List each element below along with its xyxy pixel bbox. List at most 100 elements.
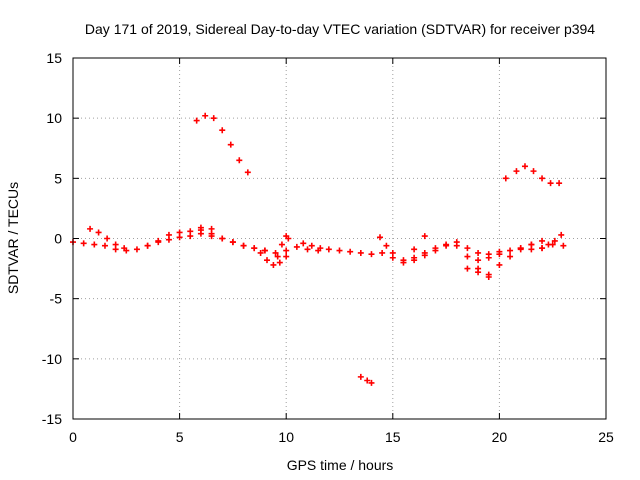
x-tick-label: 5: [176, 429, 184, 445]
data-point: [80, 240, 87, 247]
data-point: [285, 235, 292, 242]
data-point: [208, 230, 215, 237]
data-point: [432, 245, 439, 252]
data-point: [368, 251, 375, 258]
data-point: [283, 253, 290, 260]
data-point: [187, 228, 194, 235]
series-arc-j: [357, 373, 375, 386]
data-point: [304, 246, 311, 253]
data-point: [219, 127, 226, 134]
data-point: [547, 180, 554, 187]
x-tick-label: 25: [598, 429, 614, 445]
data-point: [558, 231, 565, 238]
data-point: [308, 242, 315, 249]
data-point: [197, 227, 204, 234]
series-arc-s: [502, 163, 563, 187]
x-tick-label: 20: [492, 429, 508, 445]
data-point: [272, 249, 279, 256]
y-tick-label: -15: [42, 411, 62, 427]
data-point: [464, 253, 471, 260]
data-point: [276, 259, 283, 266]
data-point: [528, 246, 535, 253]
data-point: [475, 257, 482, 264]
data-point: [274, 253, 281, 260]
series-arc-d: [197, 227, 268, 254]
data-point: [210, 115, 217, 122]
x-tick-label: 15: [385, 429, 401, 445]
data-point: [507, 247, 514, 254]
y-axis-label: SDTVAR / TECUs: [5, 182, 21, 294]
data-point: [443, 241, 450, 248]
data-point: [485, 274, 492, 281]
data-point: [219, 235, 226, 242]
data-point: [317, 245, 324, 252]
data-point: [112, 241, 119, 248]
data-point: [400, 257, 407, 264]
series-arc-r: [539, 231, 565, 252]
data-point: [251, 245, 258, 252]
data-point: [193, 117, 200, 124]
data-point: [530, 168, 537, 175]
data-point: [453, 242, 460, 249]
data-point: [357, 249, 364, 256]
data-point: [261, 247, 268, 254]
plot-frame: [72, 57, 607, 420]
data-point: [507, 253, 514, 260]
y-tick-label: 5: [54, 170, 62, 186]
data-point: [293, 243, 300, 250]
y-tick-label: 10: [46, 110, 62, 126]
y-tick-label: -5: [50, 291, 63, 307]
data-point: [464, 245, 471, 252]
data-point: [421, 233, 428, 240]
x-tick-label: 10: [278, 429, 294, 445]
axis-ticks: 0 5 10 15 20 25 -15 -10 -5 0 5 10 15: [42, 50, 614, 445]
data-point: [545, 241, 552, 248]
series-arc-f: [274, 233, 292, 260]
data-point: [133, 246, 140, 253]
data-point: [270, 261, 277, 268]
data-point: [556, 180, 563, 187]
series-arc-m: [400, 233, 428, 264]
data-point: [539, 237, 546, 244]
data-point: [475, 269, 482, 276]
data-point: [389, 249, 396, 256]
data-point: [325, 246, 332, 253]
data-point: [257, 249, 264, 256]
series-arc-c: [144, 224, 215, 249]
data-point: [244, 169, 251, 176]
data-point: [357, 373, 364, 380]
data-point: [539, 245, 546, 252]
data-point: [496, 251, 503, 258]
data-point: [421, 249, 428, 256]
data-point: [227, 141, 234, 148]
y-tick-label: 0: [54, 231, 62, 247]
data-point: [165, 231, 172, 238]
data-point: [464, 265, 471, 272]
data-point: [91, 241, 98, 248]
x-tick-label: 0: [69, 429, 77, 445]
data-point: [496, 261, 503, 268]
data-point: [144, 242, 151, 249]
data-point: [283, 247, 290, 254]
grid-lines: [73, 58, 606, 419]
series-arc-e: [257, 249, 290, 268]
data-point: [379, 249, 386, 256]
y-tick-label: 15: [46, 50, 62, 66]
data-point: [411, 254, 418, 261]
data-point: [176, 229, 183, 236]
series-arc-l: [377, 234, 396, 256]
data-point: [229, 239, 236, 246]
data-point: [383, 242, 390, 249]
data-point: [202, 112, 209, 119]
data-point: [95, 229, 102, 236]
data-point: [104, 235, 111, 242]
series-arc-k: [379, 239, 503, 266]
data-point: [521, 163, 528, 170]
data-point: [240, 242, 247, 249]
data-point: [368, 379, 375, 386]
series-arc-g: [193, 112, 251, 176]
series-arc-q: [517, 241, 567, 253]
data-point: [264, 257, 271, 264]
data-point: [87, 225, 94, 232]
